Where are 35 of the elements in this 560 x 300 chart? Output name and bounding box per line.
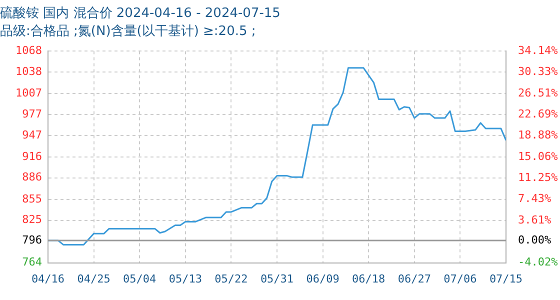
x-tick-label: 06/09 [306, 272, 340, 286]
y2-tick-label: 18.88% [518, 128, 558, 142]
x-tick-label: 04/16 [31, 272, 65, 286]
x-tick-label: 06/27 [398, 272, 431, 286]
chart-title: 硫酸铵 国内 混合价 2024-04-16 - 2024-07-15 [0, 6, 280, 22]
y2-tick-label: 7.43% [518, 192, 552, 206]
x-tick-label: 04/25 [77, 272, 110, 286]
x-tick-label: 05/13 [168, 272, 202, 286]
y-tick-label: 1038 [16, 64, 42, 78]
y-tick-label: 916 [22, 150, 42, 163]
x-tick-label: 05/22 [214, 272, 248, 286]
y-tick-label: 855 [22, 192, 42, 206]
y-tick-label: 886 [22, 170, 42, 184]
y-tick-label: 825 [22, 213, 42, 226]
y2-tick-label: 0.00% [518, 233, 552, 246]
y-tick-label: 977 [22, 107, 42, 120]
chart-subtitle: 品级:合格品 ;氮(N)含量(以干基计) ≥:20.5 ; [0, 24, 256, 39]
y-tick-label: 947 [22, 128, 42, 142]
x-tick-label: 05/31 [260, 272, 294, 286]
y2-tick-label: 3.61% [518, 213, 552, 226]
y-tick-label: 796 [22, 233, 42, 246]
x-tick-label: 07/06 [444, 272, 477, 286]
y2-tick-label: 34.14% [518, 44, 558, 58]
x-tick-label: 06/18 [352, 272, 386, 286]
y2-tick-label: -4.02% [518, 256, 558, 269]
y2-tick-label: 15.06% [518, 150, 558, 163]
y2-tick-label: 11.25% [518, 170, 558, 184]
x-tick-label: 05/04 [123, 272, 157, 286]
y-tick-label: 1068 [16, 44, 42, 58]
x-tick-label: 07/15 [489, 272, 523, 286]
y2-tick-label: 30.33% [518, 65, 558, 78]
y-tick-label: 1007 [16, 86, 42, 100]
y2-tick-label: 26.51% [518, 86, 558, 100]
y-tick-label: 764 [22, 256, 42, 269]
y2-tick-label: 22.69% [518, 108, 558, 121]
